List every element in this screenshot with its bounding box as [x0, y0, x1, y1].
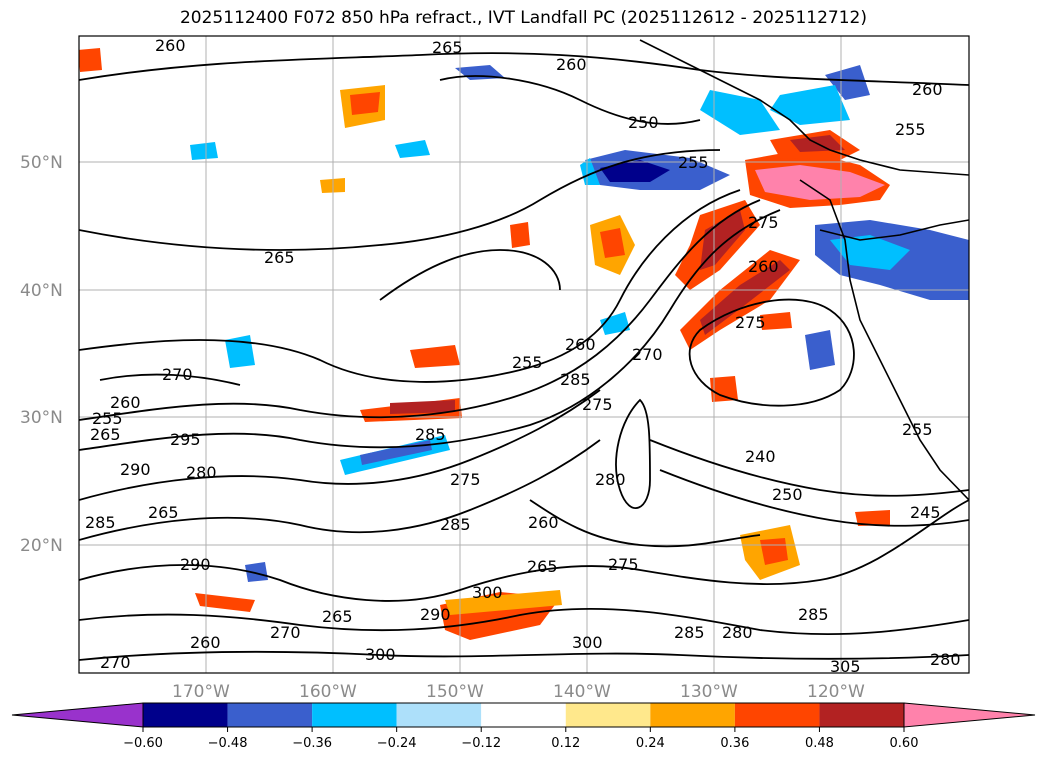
colorbar-tick-label: −0.60 — [123, 736, 163, 751]
map-frame — [78, 35, 970, 674]
contour-label: 285 — [798, 605, 829, 624]
contour-label: 245 — [910, 503, 941, 522]
colorbar-tick-label: −0.12 — [461, 736, 501, 751]
contour-label: 265 — [432, 38, 463, 57]
colorbar-bin — [396, 703, 482, 727]
contour-label: 285 — [440, 515, 471, 534]
contour-label: 285 — [560, 370, 591, 389]
contour-label: 280 — [186, 463, 217, 482]
colorbar-bin — [227, 703, 313, 727]
contour-label: 265 — [527, 557, 558, 576]
contour-label: 260 — [190, 633, 221, 652]
colorbar — [11, 702, 1036, 728]
map-title: 2025112400 F072 850 hPa refract., IVT La… — [179, 8, 867, 28]
colorbar-bin — [734, 703, 820, 727]
colorbar-tick-label: −0.24 — [377, 736, 417, 751]
contour-label: 300 — [472, 583, 503, 602]
contour-label: 265 — [148, 503, 179, 522]
contour-label: 305 — [830, 657, 861, 676]
contour-label: 260 — [155, 36, 186, 55]
contour-label: 300 — [365, 645, 396, 664]
contour-label: 255 — [92, 409, 123, 428]
lon-label: 140°W — [553, 682, 611, 702]
contour-label: 300 — [572, 633, 603, 652]
colorbar-tick-label: 0.24 — [636, 736, 665, 751]
colorbar-extend-max — [903, 702, 1036, 728]
lat-label: 50°N — [20, 153, 63, 173]
contour-label: 275 — [582, 395, 613, 414]
contour-label: 270 — [162, 365, 193, 384]
lon-label: 120°W — [807, 682, 865, 702]
contour-label: 260 — [528, 513, 559, 532]
longitude-labels: 170°W 160°W 150°W 140°W 130°W 120°W — [172, 682, 865, 702]
lon-label: 150°W — [426, 682, 484, 702]
contour-label: 290 — [420, 605, 451, 624]
contour-label: 255 — [895, 120, 926, 139]
colorbar-bin — [312, 703, 397, 727]
contour-label: 275 — [608, 555, 639, 574]
lat-label: 20°N — [20, 536, 63, 556]
contour-label: 255 — [678, 153, 709, 172]
colorbar-bin — [819, 703, 904, 727]
lon-label: 160°W — [299, 682, 357, 702]
contour-label: 280 — [930, 650, 961, 669]
contour-label: 260 — [748, 257, 779, 276]
contour-label: 295 — [170, 430, 201, 449]
colorbar-tick-label: 0.12 — [551, 736, 580, 751]
contour-label: 275 — [748, 213, 779, 232]
contour-label: 260 — [110, 393, 141, 412]
contour-label: 265 — [264, 248, 295, 267]
lon-label: 170°W — [172, 682, 230, 702]
contour-label: 285 — [415, 425, 446, 444]
contour-label: 255 — [512, 353, 543, 372]
map-panel: 260 265 260 260 255 250 255 265 270 260 … — [79, 36, 969, 676]
contour-label: 265 — [322, 607, 353, 626]
contour-label: 265 — [90, 425, 121, 444]
contour-label: 260 — [912, 80, 943, 99]
colorbar-tick-label: −0.36 — [292, 736, 332, 751]
colorbar-bin — [650, 703, 735, 727]
contour-label: 270 — [100, 653, 131, 672]
colorbar-tick-label: 0.48 — [805, 736, 834, 751]
contour-label: 290 — [120, 460, 151, 479]
colorbar-frame — [142, 702, 905, 728]
lon-label: 130°W — [680, 682, 738, 702]
colorbar-tick-label: 0.36 — [720, 736, 749, 751]
contour-label: 280 — [722, 623, 753, 642]
lat-label: 30°N — [20, 408, 63, 428]
contour-label: 260 — [565, 335, 596, 354]
contour-label: 260 — [556, 55, 587, 74]
colorbar-bin — [143, 703, 228, 727]
contour-label: 290 — [180, 555, 211, 574]
colorbar-tick-label: 0.60 — [890, 736, 919, 751]
contour-label: 280 — [595, 470, 626, 489]
contour-label: 250 — [628, 113, 659, 132]
contour-label: 240 — [745, 447, 776, 466]
contour-label: 285 — [674, 623, 705, 642]
lat-label: 40°N — [20, 281, 63, 301]
contour-label: 275 — [450, 470, 481, 489]
contour-label: 275 — [735, 313, 766, 332]
contour-label: 255 — [902, 420, 933, 439]
contour-labels: 260 265 260 260 255 250 255 265 270 260 … — [85, 36, 961, 676]
colorbar-tick-label: −0.48 — [208, 736, 248, 751]
colorbar-bin — [565, 703, 651, 727]
latitude-labels: 50°N 40°N 30°N 20°N — [20, 153, 63, 556]
contour-label: 285 — [85, 513, 116, 532]
contour-label: 270 — [270, 623, 301, 642]
contour-label: 270 — [632, 345, 663, 364]
contour-label: 250 — [772, 485, 803, 504]
colorbar-ticks: −0.60 −0.48 −0.36 −0.24 −0.12 0.12 0.24 0.36 0.4… — [123, 727, 918, 751]
ivt-contours — [79, 52, 969, 661]
colorbar-bin — [481, 703, 566, 727]
colorbar-extend-min — [11, 702, 144, 728]
